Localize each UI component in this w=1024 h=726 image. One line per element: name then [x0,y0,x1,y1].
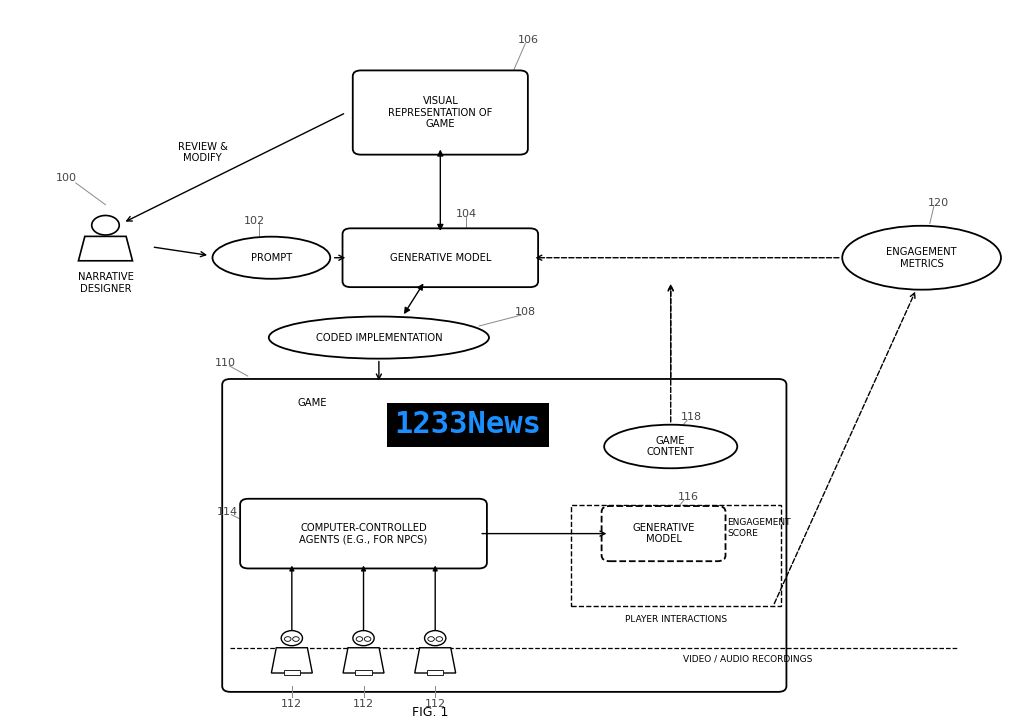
Ellipse shape [842,226,1001,290]
Circle shape [285,637,291,641]
Circle shape [353,631,374,645]
Text: FIG. 1: FIG. 1 [412,706,449,719]
Circle shape [428,637,434,641]
FancyBboxPatch shape [342,228,539,287]
Polygon shape [343,648,384,673]
Text: REVIEW &
MODIFY: REVIEW & MODIFY [178,142,227,163]
Circle shape [356,637,362,641]
Text: VIDEO / AUDIO RECORDINGS: VIDEO / AUDIO RECORDINGS [683,655,812,664]
Text: 108: 108 [515,307,537,317]
Text: GAME: GAME [298,398,327,408]
Text: PROMPT: PROMPT [251,253,292,263]
Text: PLAYER INTERACTIONS: PLAYER INTERACTIONS [626,615,727,624]
Circle shape [92,216,119,235]
Text: 116: 116 [678,492,699,502]
Text: NARRATIVE
DESIGNER: NARRATIVE DESIGNER [78,272,133,293]
Text: 120: 120 [928,198,949,208]
Polygon shape [271,648,312,673]
Text: VISUAL
REPRESENTATION OF
GAME: VISUAL REPRESENTATION OF GAME [388,96,493,129]
Bar [355,670,372,675]
Circle shape [293,637,299,641]
FancyBboxPatch shape [602,506,725,561]
Text: ENGAGEMENT
METRICS: ENGAGEMENT METRICS [887,247,956,269]
FancyBboxPatch shape [222,379,786,692]
Text: 110: 110 [215,358,237,368]
Circle shape [365,637,371,641]
Text: ENGAGEMENT
SCORE: ENGAGEMENT SCORE [727,518,792,537]
Polygon shape [79,237,132,261]
Text: 1233News: 1233News [394,410,542,439]
Text: 112: 112 [282,699,302,709]
Text: 114: 114 [217,507,239,517]
Text: 112: 112 [353,699,374,709]
Text: CODED IMPLEMENTATION: CODED IMPLEMENTATION [315,333,442,343]
Circle shape [425,631,445,645]
Circle shape [282,631,302,645]
Text: 106: 106 [518,35,540,45]
Circle shape [436,637,442,641]
Text: GENERATIVE
MODEL: GENERATIVE MODEL [633,523,694,544]
FancyBboxPatch shape [240,499,487,568]
Text: 118: 118 [681,412,702,423]
Text: 112: 112 [425,699,445,709]
Text: 104: 104 [456,209,477,219]
Ellipse shape [213,237,330,279]
Bar [284,670,300,675]
Ellipse shape [268,317,489,359]
Text: COMPUTER-CONTROLLED
AGENTS (E.G., FOR NPCS): COMPUTER-CONTROLLED AGENTS (E.G., FOR NP… [299,523,428,544]
Text: 100: 100 [56,173,78,183]
Text: GAME
CONTENT: GAME CONTENT [647,436,694,457]
Text: GENERATIVE MODEL: GENERATIVE MODEL [390,253,490,263]
Text: 102: 102 [244,216,265,227]
Polygon shape [415,648,456,673]
Ellipse shape [604,425,737,468]
Bar [427,670,443,675]
FancyBboxPatch shape [352,70,528,155]
